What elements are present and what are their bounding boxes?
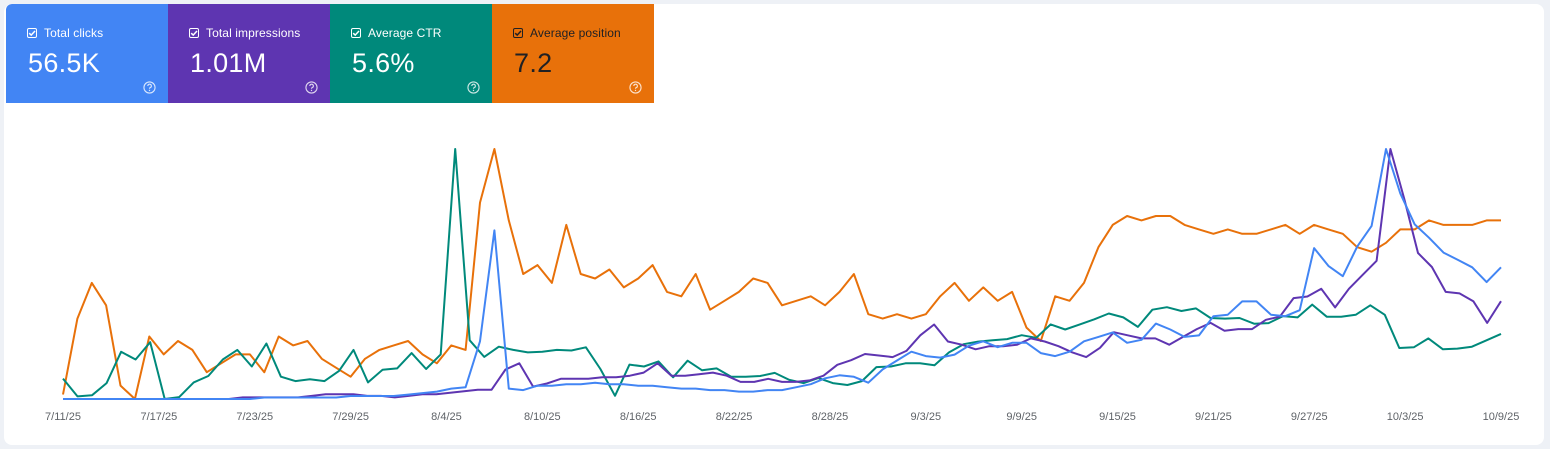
metric-tile-clicks[interactable]: Total clicks 56.5K	[6, 4, 168, 103]
x-tick-label: 8/22/25	[716, 411, 753, 423]
x-tick-label: 9/27/25	[1291, 411, 1328, 423]
checkbox-icon[interactable]	[27, 28, 37, 38]
help-icon[interactable]	[305, 81, 318, 94]
x-tick-label: 8/28/25	[812, 411, 849, 423]
metric-tile-ctr[interactable]: Average CTR 5.6%	[330, 4, 492, 103]
metric-label: Average CTR	[368, 26, 442, 40]
x-tick-label: 8/10/25	[524, 411, 561, 423]
series-line-clicks[interactable]	[63, 148, 1502, 400]
series-line-ctr[interactable]	[62, 148, 1502, 400]
x-tick-label: 9/21/25	[1195, 411, 1232, 423]
metric-value: 7.2	[514, 48, 553, 78]
metric-value: 1.01M	[190, 48, 267, 78]
series-line-position[interactable]	[62, 148, 1501, 400]
x-tick-label: 8/16/25	[620, 411, 657, 423]
performance-card: Total clicks 56.5K Total impressions 1.0…	[4, 4, 1544, 445]
metric-label: Total clicks	[44, 26, 104, 40]
performance-line-chart[interactable]: 7/11/25 7/17/25 7/23/25 7/29/25 8/4/25 8/10/2…	[4, 4, 1544, 445]
x-tick-label: 10/3/25	[1387, 411, 1424, 423]
metric-label: Total impressions	[206, 26, 301, 40]
help-icon[interactable]	[629, 81, 642, 94]
metric-value: 56.5K	[28, 48, 101, 78]
x-tick-label: 8/4/25	[431, 411, 462, 423]
checkbox-icon[interactable]	[513, 28, 523, 38]
metric-label: Average position	[530, 26, 621, 40]
metric-tile-position[interactable]: Average position 7.2	[492, 4, 654, 103]
x-tick-label: 7/29/25	[332, 411, 369, 423]
metric-tiles: Total clicks 56.5K Total impressions 1.0…	[6, 4, 654, 103]
help-icon[interactable]	[467, 81, 480, 94]
metric-value: 5.6%	[352, 48, 415, 78]
checkbox-icon[interactable]	[351, 28, 361, 38]
x-tick-label: 7/23/25	[236, 411, 273, 423]
checkbox-icon[interactable]	[189, 28, 199, 38]
series-line-impressions[interactable]	[63, 148, 1502, 400]
x-tick-label: 7/11/25	[45, 411, 81, 423]
metric-tile-impressions[interactable]: Total impressions 1.01M	[168, 4, 330, 103]
help-icon[interactable]	[143, 81, 156, 94]
x-tick-label: 9/9/25	[1006, 411, 1037, 423]
x-tick-label: 7/17/25	[141, 411, 178, 423]
x-tick-label: 10/9/25	[1483, 411, 1520, 423]
x-tick-label: 9/3/25	[911, 411, 942, 423]
x-tick-label: 9/15/25	[1099, 411, 1136, 423]
